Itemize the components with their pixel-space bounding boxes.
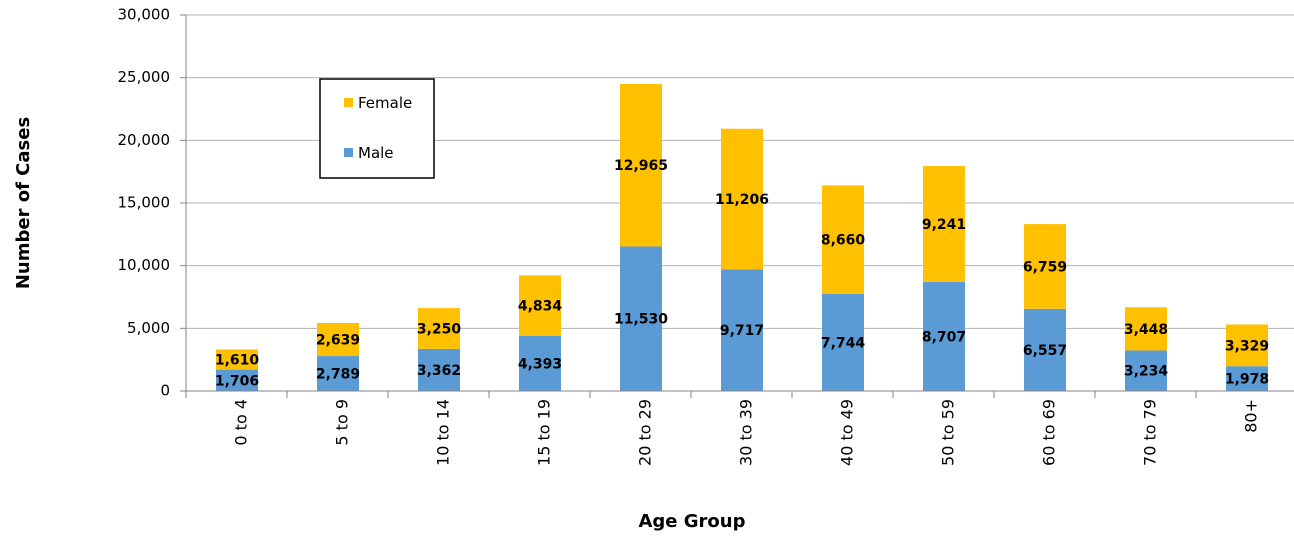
x-tick-label: 15 to 19 (535, 399, 554, 466)
axes: 0 5,000 10,000 15,000 20,000 25,000 30,000 0 to… (118, 6, 1294, 466)
data-label-female: 3,329 (1225, 338, 1269, 354)
data-label-female: 3,448 (1124, 322, 1168, 338)
x-tick-label: 20 to 29 (636, 399, 655, 466)
y-tick-label: 5,000 (127, 319, 170, 337)
data-label-female: 9,241 (922, 217, 966, 233)
y-axis-title: Number of Cases (13, 117, 34, 289)
x-tick-label: 40 to 49 (838, 399, 857, 466)
x-tick-label: 70 to 79 (1141, 399, 1160, 466)
y-tick-label: 10,000 (118, 256, 171, 274)
y-tick-label: 0 (160, 382, 170, 400)
data-label-female: 4,834 (518, 299, 563, 315)
data-label-male: 11,530 (614, 312, 668, 328)
data-label-female: 11,206 (715, 192, 769, 208)
x-tick-label: 80+ (1242, 399, 1261, 433)
legend-label-male: Male (358, 144, 394, 162)
data-label-female: 2,639 (316, 333, 360, 349)
x-tick-label: 30 to 39 (737, 399, 756, 466)
data-label-male: 1,706 (215, 373, 259, 389)
data-label-male: 3,362 (417, 363, 461, 379)
data-label-female: 12,965 (614, 158, 668, 174)
data-label-female: 3,250 (417, 321, 462, 337)
x-tick-label: 60 to 69 (1040, 399, 1059, 466)
data-label-male: 6,557 (1023, 343, 1067, 359)
legend-swatch-female (344, 98, 353, 107)
data-label-female: 8,660 (821, 233, 866, 249)
x-tick-label: 5 to 9 (333, 399, 352, 446)
x-tick-label: 0 to 4 (232, 399, 251, 446)
data-label-male: 9,717 (720, 323, 764, 339)
y-tick-label: 25,000 (118, 68, 171, 86)
x-tick-label: 10 to 14 (434, 399, 453, 466)
x-axis-title: Age Group (638, 511, 745, 532)
data-label-male: 3,234 (1124, 364, 1169, 380)
y-tick-label: 30,000 (118, 6, 171, 24)
legend-label-female: Female (358, 94, 412, 112)
legend: Female Male (320, 79, 434, 178)
data-label-male: 7,744 (821, 335, 866, 351)
data-label-male: 4,393 (518, 356, 562, 372)
data-label-female: 1,610 (215, 353, 260, 369)
data-label-female: 6,759 (1023, 259, 1067, 275)
data-label-male: 2,789 (316, 367, 360, 383)
y-tick-label: 15,000 (118, 194, 171, 212)
y-tick-label: 20,000 (118, 131, 171, 149)
data-label-male: 1,978 (1225, 372, 1269, 388)
data-label-male: 8,707 (922, 329, 966, 345)
legend-swatch-male (344, 148, 353, 157)
x-tick-label: 50 to 59 (939, 399, 958, 466)
